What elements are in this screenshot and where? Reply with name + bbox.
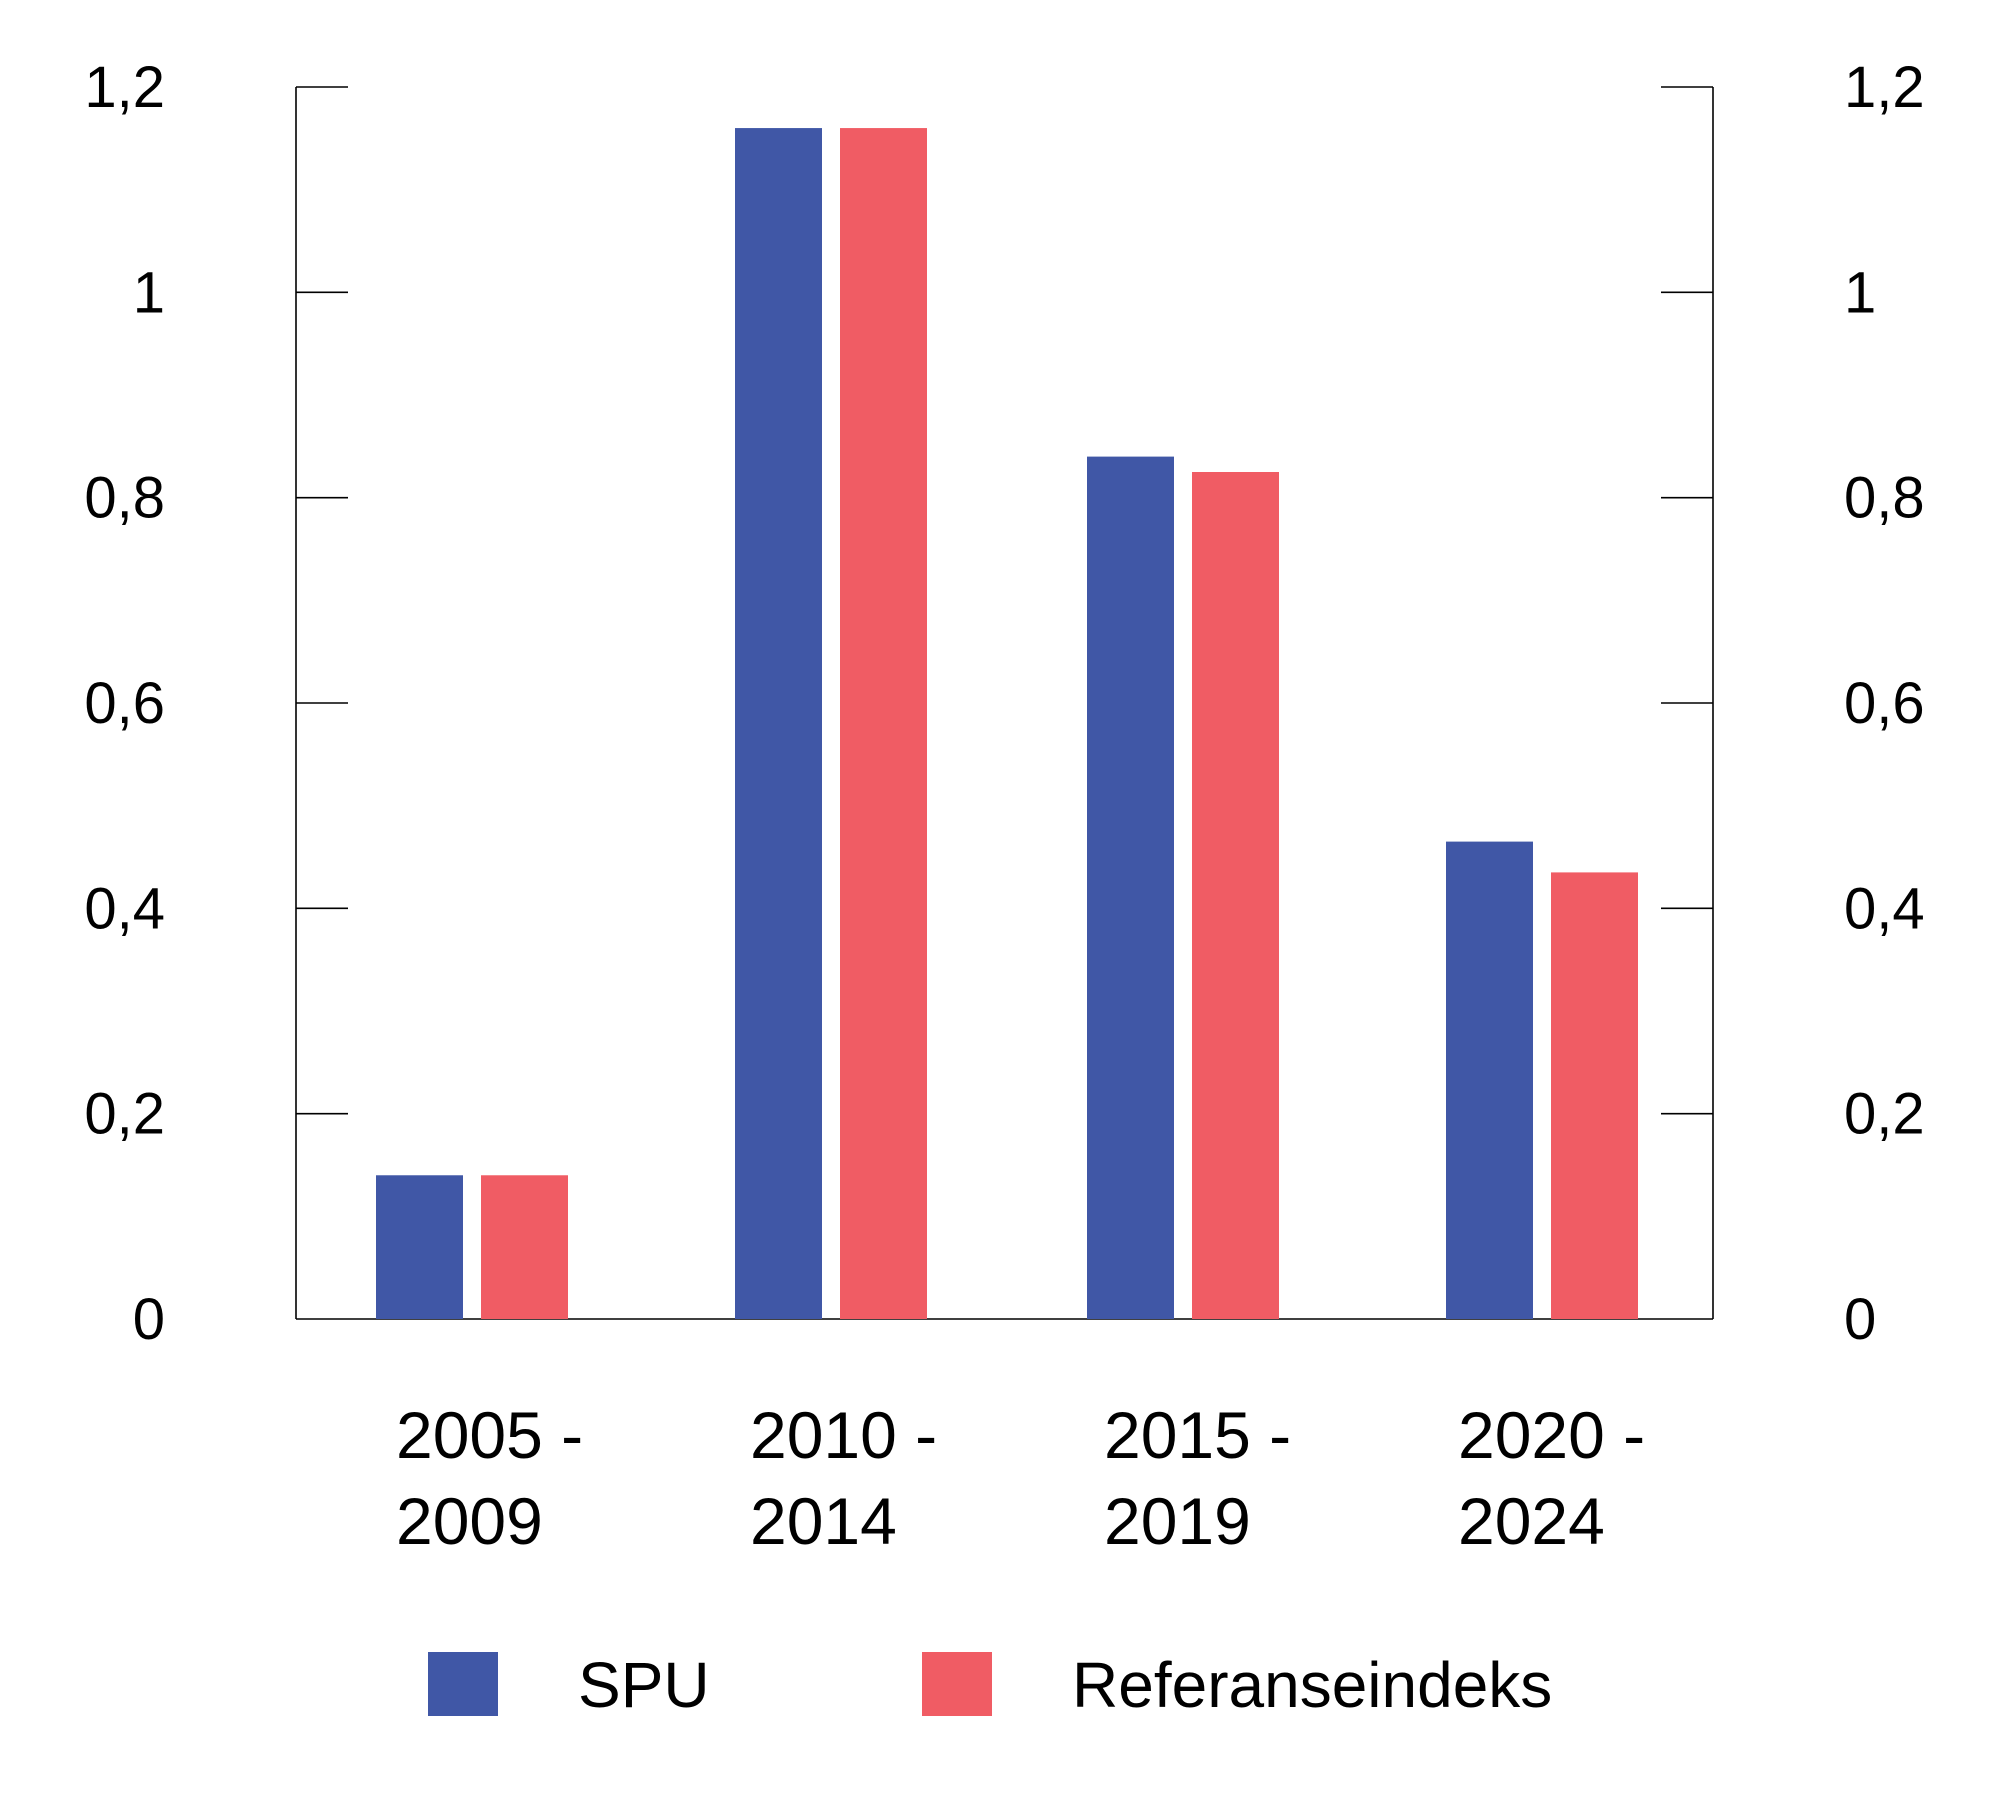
- bar-spu-0: [376, 1175, 463, 1319]
- right-y-tick-label: 1,2: [1844, 55, 1925, 120]
- x-category-label: 2010 - 2014: [750, 1398, 937, 1558]
- bar-referanseindeks-1: [840, 128, 927, 1320]
- right-y-tick-label: 0: [1844, 1287, 1876, 1352]
- left-y-axis-ticks: 0 0,2 0,4 0,6 0,8 1 1,2: [84, 55, 348, 1352]
- right-y-tick-label: 0,8: [1844, 466, 1925, 531]
- legend-label-referanseindeks: Referanseindeks: [1072, 1649, 1552, 1721]
- bar-spu-3: [1446, 841, 1533, 1319]
- bars: [376, 128, 1638, 1320]
- x-category-label-line: 2020 -: [1458, 1398, 1645, 1472]
- left-y-tick-label: 1: [133, 260, 165, 325]
- x-category-label-line: 2019: [1104, 1484, 1251, 1558]
- left-y-tick-label: 0: [133, 1287, 165, 1352]
- left-y-tick-label: 0,6: [84, 671, 165, 736]
- x-category-label-line: 2010 -: [750, 1398, 937, 1472]
- right-y-tick-label: 0,2: [1844, 1082, 1925, 1147]
- legend-swatch-referanseindeks: [922, 1652, 992, 1716]
- x-category-label-line: 2014: [750, 1484, 897, 1558]
- x-category-label: 2005 - 2009: [396, 1398, 583, 1558]
- left-y-tick-label: 1,2: [84, 55, 165, 120]
- x-category-label-line: 2024: [1458, 1484, 1605, 1558]
- left-y-tick-label: 0,8: [84, 466, 165, 531]
- bar-spu-1: [735, 128, 822, 1320]
- bar-spu-2: [1087, 456, 1174, 1320]
- legend-label-spu: SPU: [578, 1649, 710, 1721]
- x-axis-category-labels: 2005 - 2009 2010 - 2014 2015 - 2019 2020 - 2024: [396, 1398, 1645, 1558]
- right-y-tick-label: 1: [1844, 260, 1876, 325]
- bar-referanseindeks-3: [1551, 872, 1638, 1319]
- x-category-label: 2020 - 2024: [1458, 1398, 1645, 1558]
- x-category-label: 2015 - 2019: [1104, 1398, 1291, 1558]
- left-y-tick-label: 0,4: [84, 876, 165, 941]
- right-y-axis-ticks: 0 0,2 0,4 0,6 0,8 1 1,2: [1661, 55, 1925, 1352]
- legend-swatch-spu: [428, 1652, 498, 1716]
- x-category-label-line: 2015 -: [1104, 1398, 1291, 1472]
- bar-referanseindeks-2: [1192, 472, 1279, 1319]
- left-y-tick-label: 0,2: [84, 1082, 165, 1147]
- x-category-label-line: 2005 -: [396, 1398, 583, 1472]
- bar-referanseindeks-0: [481, 1175, 568, 1319]
- right-y-tick-label: 0,4: [1844, 876, 1925, 941]
- right-y-tick-label: 0,6: [1844, 671, 1925, 736]
- x-category-label-line: 2009: [396, 1484, 543, 1558]
- legend: SPU Referanseindeks: [428, 1649, 1552, 1721]
